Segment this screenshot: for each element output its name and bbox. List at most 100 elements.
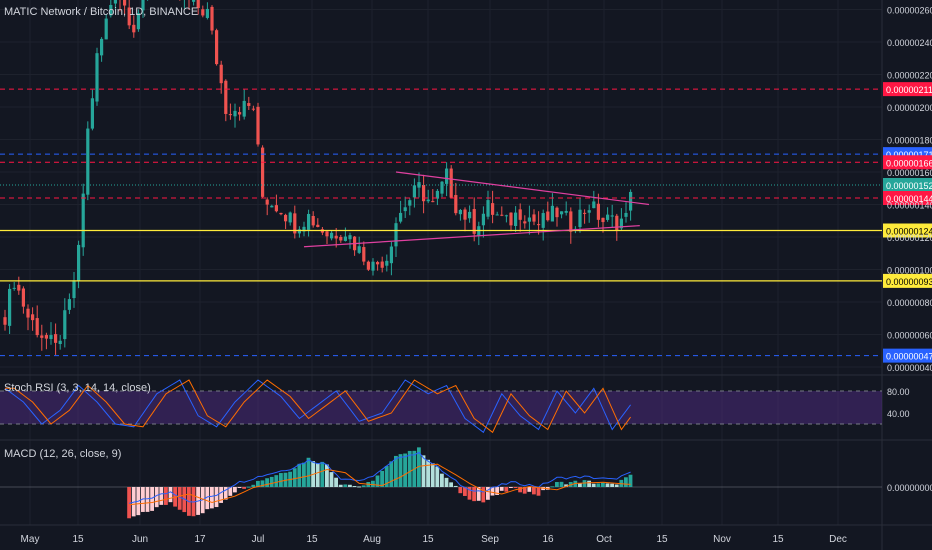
price-tick-label: 0.00000220 bbox=[887, 71, 932, 81]
macd-bar bbox=[532, 487, 536, 495]
candle bbox=[504, 215, 508, 217]
candle bbox=[136, 13, 140, 30]
macd-bar bbox=[578, 482, 582, 487]
candle bbox=[518, 209, 522, 220]
stoch-rsi-label: Stoch RSI (3, 3, 14, 14, close) bbox=[4, 382, 151, 394]
macd-bar bbox=[495, 487, 499, 495]
macd-bar bbox=[343, 484, 348, 487]
candle bbox=[362, 247, 366, 262]
candle bbox=[297, 229, 301, 234]
level-label: 0.00000211 bbox=[886, 85, 932, 95]
candle bbox=[343, 236, 347, 241]
candle bbox=[205, 8, 209, 18]
level-label-bg bbox=[883, 348, 932, 363]
candle bbox=[63, 310, 67, 340]
candle bbox=[615, 215, 619, 231]
macd-bar bbox=[463, 487, 467, 496]
macd-zero-label: 0.00000000 bbox=[887, 483, 932, 493]
macd-bar bbox=[237, 487, 242, 488]
macd-bar bbox=[168, 487, 173, 503]
macd-bar bbox=[219, 487, 223, 503]
candle bbox=[537, 224, 541, 226]
candle bbox=[54, 334, 58, 343]
macd-bar bbox=[421, 455, 426, 487]
stoch-tick-label: 40.00 bbox=[887, 409, 910, 419]
candle bbox=[210, 6, 214, 31]
macd-bar bbox=[426, 459, 430, 487]
candle bbox=[569, 211, 573, 232]
candle bbox=[408, 200, 412, 206]
candle bbox=[127, 7, 131, 26]
time-tick-label: Jun bbox=[132, 534, 148, 545]
macd-bar bbox=[265, 478, 269, 487]
level-label-bg bbox=[883, 178, 932, 192]
price-tick-label: 0.00000260 bbox=[887, 6, 932, 16]
candle bbox=[380, 261, 384, 268]
candle bbox=[601, 217, 605, 223]
candle bbox=[279, 212, 283, 215]
price-tick-label: 0.00000240 bbox=[887, 38, 932, 48]
candle bbox=[587, 210, 591, 213]
macd-bar bbox=[348, 484, 352, 487]
time-tick-label: Oct bbox=[596, 534, 612, 545]
macd-bar bbox=[444, 477, 449, 487]
macd-bar bbox=[233, 487, 237, 493]
candle bbox=[307, 213, 311, 230]
candle bbox=[21, 288, 25, 307]
candle bbox=[49, 335, 53, 340]
price-tick-label: 0.00000140 bbox=[887, 201, 932, 211]
candle bbox=[72, 280, 76, 299]
macd-bar bbox=[403, 453, 407, 487]
candle bbox=[389, 246, 393, 264]
candle bbox=[242, 100, 246, 117]
candle bbox=[228, 114, 232, 116]
candle bbox=[196, 0, 200, 8]
stoch-tick-label: 80.00 bbox=[887, 387, 910, 397]
candle bbox=[247, 103, 251, 106]
macd-bar bbox=[159, 487, 164, 505]
macd-bar bbox=[145, 487, 150, 512]
candle bbox=[265, 199, 269, 205]
candle bbox=[454, 195, 458, 214]
candle bbox=[619, 218, 623, 229]
macd-bar bbox=[476, 487, 481, 501]
time-tick-label: Aug bbox=[363, 534, 381, 545]
candle bbox=[445, 168, 449, 184]
candle bbox=[238, 112, 242, 115]
macd-bar bbox=[329, 472, 334, 487]
price-tick-label: 0.00000080 bbox=[887, 298, 932, 308]
macd-bar bbox=[384, 465, 389, 487]
macd-signal-line bbox=[129, 463, 631, 506]
candle bbox=[357, 246, 361, 253]
macd-bar bbox=[449, 482, 453, 487]
candle bbox=[104, 18, 108, 40]
candle bbox=[90, 98, 94, 129]
level-label-bg bbox=[883, 273, 932, 288]
macd-label: MACD (12, 26, close, 9) bbox=[4, 448, 122, 460]
macd-bar bbox=[315, 463, 320, 487]
time-tick-label: 15 bbox=[656, 534, 668, 545]
candle bbox=[3, 317, 7, 325]
macd-bar bbox=[486, 487, 490, 500]
price-tick-label: 0.00000100 bbox=[887, 266, 932, 276]
level-label: 0.00000152 bbox=[886, 181, 932, 191]
candle bbox=[215, 30, 219, 65]
candle bbox=[81, 193, 85, 248]
candle bbox=[481, 213, 485, 226]
price-tick-label: 0.00000160 bbox=[887, 168, 932, 178]
candle bbox=[417, 182, 421, 188]
macd-bar bbox=[251, 484, 256, 487]
macd-bar bbox=[587, 480, 591, 487]
level-label: 0.00000093 bbox=[886, 277, 932, 287]
candle bbox=[422, 184, 426, 202]
trendline bbox=[303, 225, 640, 248]
time-tick-label: May bbox=[21, 534, 40, 545]
macd-bar bbox=[467, 487, 472, 500]
macd-bar bbox=[518, 487, 522, 493]
macd-bar bbox=[223, 487, 228, 500]
macd-bar bbox=[522, 487, 527, 494]
macd-bar bbox=[182, 487, 187, 513]
macd-bar bbox=[591, 483, 596, 487]
macd-bar bbox=[559, 481, 564, 487]
